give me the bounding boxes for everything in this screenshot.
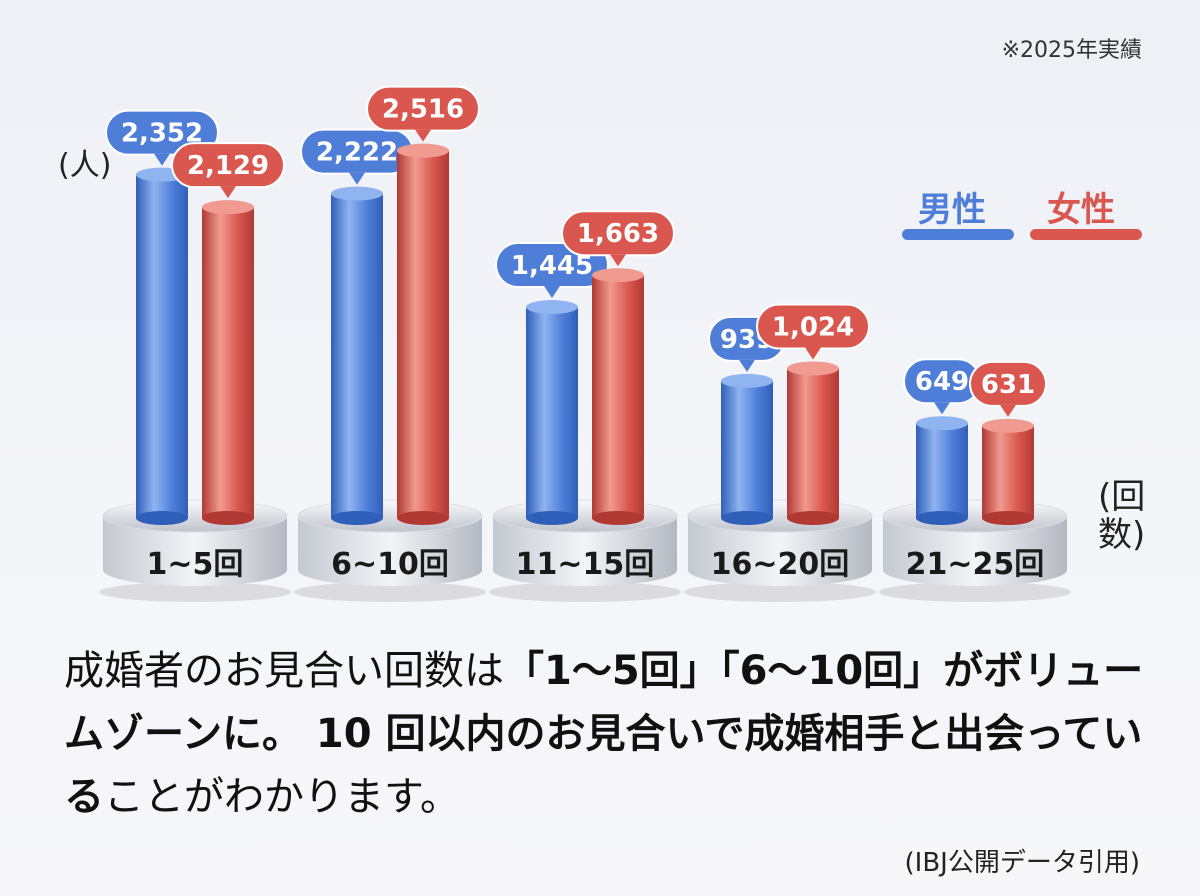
caption: 成婚者のお見合い回数は「1〜5回」「6〜10回」がボリュームゾーンに。 10 回… — [64, 640, 1154, 829]
y-axis-unit: (人) — [58, 148, 112, 183]
category-platform — [493, 516, 677, 586]
bar — [787, 368, 839, 518]
legend-male-swatch — [902, 229, 1014, 240]
bar — [916, 423, 968, 518]
bar — [982, 425, 1034, 518]
bar-base — [202, 511, 254, 525]
bar-chart: 1~5回 6~10回 11~15回 16~20回 21~25回2,3522,2221,4… — [99, 85, 1142, 602]
category-platform — [103, 516, 287, 586]
bar-base — [331, 511, 383, 525]
value-bubble-pointer — [154, 153, 170, 166]
bar-top — [592, 268, 644, 283]
platform-shadow — [879, 582, 1071, 602]
value-bubble-pointer — [739, 359, 755, 372]
value-bubble-pointer — [1000, 404, 1016, 417]
value-bubble-pointer — [349, 172, 365, 185]
category-label: 6~10回 — [331, 547, 449, 582]
category-label: 1~5回 — [147, 547, 244, 582]
bar-top — [787, 361, 839, 376]
value-label: 1,024 — [772, 312, 854, 342]
bar — [202, 207, 254, 518]
value-label: 1,663 — [577, 219, 659, 249]
value-bubble-pointer — [220, 186, 236, 199]
bar-base — [982, 511, 1034, 525]
category-label: 11~15回 — [516, 547, 655, 582]
category-label: 16~20回 — [711, 547, 850, 582]
bar — [397, 150, 449, 518]
value-label: 1,445 — [511, 251, 593, 281]
category-platform-top — [687, 499, 873, 533]
value-label: 631 — [981, 370, 1035, 400]
bar-top — [721, 373, 773, 388]
bar — [592, 275, 644, 518]
bar-base — [916, 511, 968, 525]
bar-top — [916, 416, 968, 431]
category-platform-top — [102, 499, 288, 533]
platform-shadow — [684, 582, 876, 602]
legend-female-label: 女性 — [1047, 190, 1115, 230]
bar-top — [202, 200, 254, 215]
category-label: 21~25回 — [906, 547, 1045, 582]
value-bubble-pointer — [544, 286, 560, 299]
bar-base — [592, 511, 644, 525]
caption-part1: 成婚者のお見合い回数は — [64, 648, 504, 694]
bar-base — [526, 511, 578, 525]
value-bubble-pointer — [805, 347, 821, 360]
category-platform-top — [492, 499, 678, 533]
bar-base — [721, 511, 773, 525]
legend-female-swatch — [1030, 229, 1142, 240]
source-credit: (IBJ公開データ引用) — [904, 848, 1140, 878]
legend-male-label: 男性 — [918, 190, 986, 230]
bar-top — [982, 418, 1034, 433]
bar — [331, 193, 383, 518]
value-label: 2,222 — [316, 138, 398, 168]
category-platform-top — [297, 499, 483, 533]
value-bubble-pointer — [610, 254, 626, 267]
bar-base — [397, 511, 449, 525]
platform-shadow — [294, 582, 486, 602]
category-platform-top — [882, 499, 1068, 533]
value-label: 649 — [915, 367, 969, 397]
bar — [526, 307, 578, 518]
bar-base — [787, 511, 839, 525]
bar — [721, 380, 773, 518]
bar-base — [136, 511, 188, 525]
value-label: 2,516 — [382, 95, 464, 125]
category-platform — [298, 516, 482, 586]
bar — [136, 174, 188, 518]
platform-shadow — [99, 582, 291, 602]
value-label: 2,129 — [187, 151, 269, 181]
caption-part3: ことがわかります。 — [104, 774, 460, 820]
value-bubble-pointer — [415, 129, 431, 142]
bar-top — [526, 300, 578, 315]
x-axis-unit: (回数) — [1098, 477, 1146, 555]
platform-shadow — [489, 582, 681, 602]
category-platform — [883, 516, 1067, 586]
fiscal-note: ※2025年実績 — [1001, 38, 1142, 63]
bar-top — [397, 143, 449, 158]
category-platform — [688, 516, 872, 586]
bar-top — [331, 186, 383, 201]
value-bubble-pointer — [934, 402, 950, 415]
caption-part2: 「1〜5回」「6〜10回」がボリュームゾーンに。 10 回以内のお見合いで成婚相… — [64, 648, 1144, 820]
